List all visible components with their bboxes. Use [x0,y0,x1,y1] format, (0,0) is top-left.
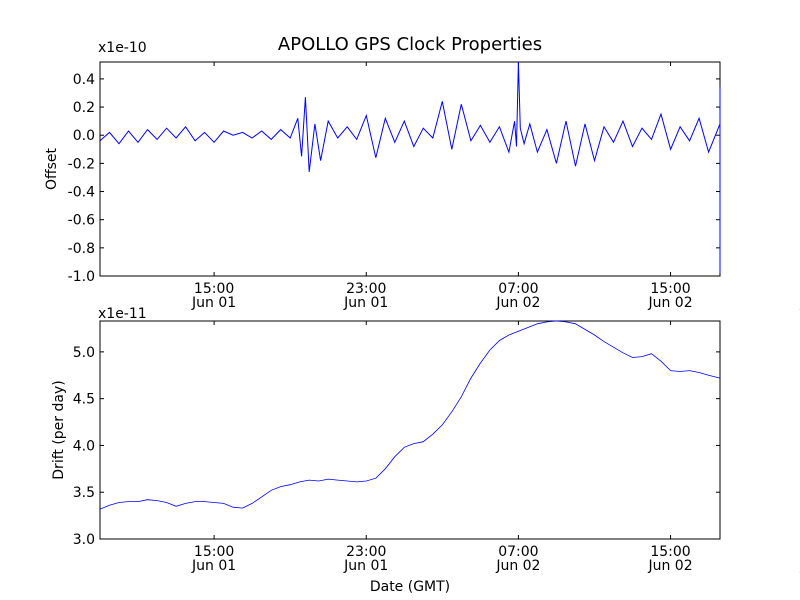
offset-series-line [99,61,721,274]
offset-y-tick-label: 0.4 [73,72,95,88]
offset-ylabel: Offset [44,147,60,190]
offset-x-tick-date: Jun 01 [343,295,388,311]
drift-x-tick-time: 15:00 [194,544,234,560]
drift-x-tick-date: Jun 01 [191,558,236,574]
drift-ticks [100,321,720,540]
drift-multiplier: x1e-11 [98,306,147,322]
offset-y-tick-label: -1.0 [68,269,95,285]
offset-multiplier: x1e-10 [98,40,147,56]
offset-x-tick-date: Jun 02 [495,295,540,311]
drift-y-tick-label: 4.0 [73,438,95,454]
offset-y-tick-label: -0.6 [68,213,95,229]
drift-xlabel: Date (GMT) [370,579,450,595]
offset-y-tick-label: -0.8 [68,241,95,257]
offset-x-tick-time: 23:00 [346,281,386,297]
offset-y-tick-label: 0.2 [73,100,95,116]
drift-ylabel: Drift (per day) [51,380,67,479]
offset-x-tick-time: 07:00 [498,281,538,297]
drift-series-line [99,320,721,510]
offset-y-tick-label: 0.0 [73,128,95,144]
offset-x-tick-date: Jun 01 [191,295,236,311]
drift-x-tick-time: 07:00 [498,544,538,560]
drift-x-tick-date: Jun 02 [647,558,692,574]
offset-y-tick-labels: 0.4 0.2 0.0 -0.2 -0.4 -0.6 -0.8 -1.0 [68,72,95,285]
drift-plot-area [99,320,721,540]
drift-y-tick-label: 3.5 [73,485,95,501]
drift-x-tick-date: Jun 02 [495,558,540,574]
drift-x-tick-time: 23:00 [346,544,386,560]
offset-x-tick-time: 15:00 [194,281,234,297]
drift-y-tick-labels: 5.0 4.5 4.0 3.5 3.0 [73,345,95,548]
drift-y-tick-label: 3.0 [73,532,95,548]
chart-title: APOLLO GPS Clock Properties [278,34,542,55]
drift-x-tick-date: Jun 01 [343,558,388,574]
offset-x-tick-time: 15:00 [650,281,690,297]
offset-x-tick-date: Jun 02 [647,295,692,311]
drift-y-tick-label: 5.0 [73,345,95,361]
offset-y-tick-label: -0.4 [68,185,95,201]
drift-x-tick-time: 15:00 [650,544,690,560]
offset-plot-area [99,61,721,277]
drift-y-tick-label: 4.5 [73,392,95,408]
offset-y-tick-label: -0.2 [68,156,95,172]
